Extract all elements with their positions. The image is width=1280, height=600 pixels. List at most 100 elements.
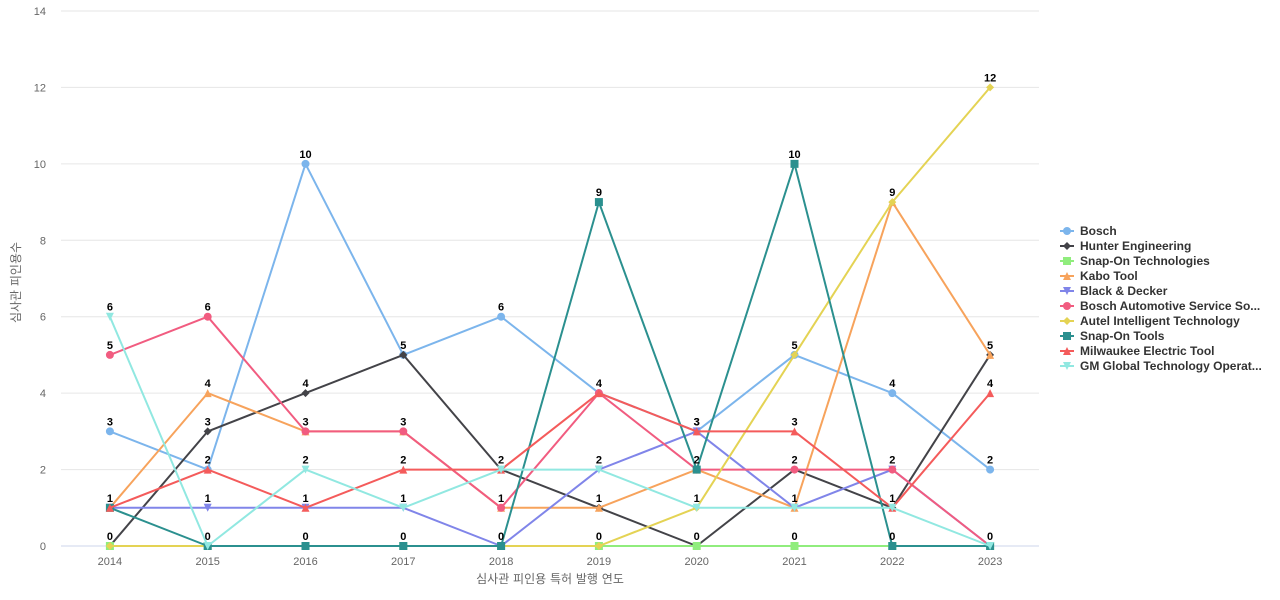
data-point bbox=[986, 389, 995, 398]
legend-label: Kabo Tool bbox=[1080, 269, 1138, 283]
series-line bbox=[108, 315, 992, 547]
data-label: 2 bbox=[889, 455, 895, 467]
legend-item-2: Hunter Engineering bbox=[1060, 239, 1191, 253]
y-tick-label: 14 bbox=[34, 6, 46, 18]
data-point bbox=[790, 159, 799, 168]
data-point bbox=[497, 312, 506, 321]
data-label: 0 bbox=[791, 531, 797, 543]
legend-swatch-marker bbox=[1063, 242, 1071, 250]
data-point bbox=[790, 465, 799, 474]
data-label: 3 bbox=[107, 416, 113, 428]
data-label: 2 bbox=[302, 455, 308, 467]
data-point bbox=[203, 503, 212, 512]
x-tick-label: 2022 bbox=[880, 556, 904, 568]
data-point bbox=[203, 542, 212, 550]
data-point bbox=[301, 389, 310, 398]
data-point bbox=[203, 427, 212, 436]
data-point bbox=[986, 350, 995, 359]
data-point bbox=[790, 542, 799, 550]
data-label: 3 bbox=[694, 416, 700, 428]
data-label: 3 bbox=[791, 416, 797, 428]
legend-item-10: GM Global Technology Operat... bbox=[1060, 359, 1262, 373]
data-label: 5 bbox=[791, 340, 797, 352]
data-label: 10 bbox=[299, 149, 311, 161]
legend-item-7: Autel Intelligent Technology bbox=[1060, 314, 1240, 328]
data-label: 10 bbox=[788, 149, 800, 161]
data-point bbox=[105, 312, 114, 321]
data-point bbox=[692, 465, 701, 474]
data-point bbox=[594, 198, 603, 207]
y-tick-label: 0 bbox=[40, 541, 46, 553]
x-tick-label: 2023 bbox=[978, 556, 1002, 568]
data-label: 2 bbox=[400, 455, 406, 467]
x-tick-label: 2021 bbox=[782, 556, 806, 568]
data-label: 0 bbox=[400, 531, 406, 543]
data-point bbox=[497, 503, 506, 512]
series-1 bbox=[105, 159, 995, 474]
legend-label: Bosch Automotive Service So... bbox=[1080, 299, 1260, 313]
data-label: 3 bbox=[694, 416, 700, 428]
data-point bbox=[399, 503, 408, 512]
data-label: 4 bbox=[596, 378, 603, 390]
series-line bbox=[108, 162, 992, 471]
legend-swatch-marker bbox=[1063, 287, 1071, 295]
legend-label: GM Global Technology Operat... bbox=[1080, 359, 1262, 373]
data-point bbox=[399, 465, 408, 474]
legend-label: Milwaukee Electric Tool bbox=[1080, 344, 1214, 358]
data-point bbox=[105, 542, 114, 550]
data-point bbox=[888, 465, 897, 474]
data-label: 5 bbox=[107, 340, 113, 352]
data-point bbox=[594, 465, 603, 474]
data-label: 0 bbox=[498, 531, 504, 543]
data-point bbox=[888, 542, 897, 550]
data-point bbox=[986, 83, 995, 92]
x-tick-label: 2020 bbox=[684, 556, 708, 568]
data-label: 1 bbox=[205, 493, 211, 505]
data-label: 0 bbox=[302, 531, 308, 543]
data-label: 2 bbox=[987, 455, 993, 467]
data-point bbox=[301, 542, 310, 550]
x-tick-label: 2019 bbox=[587, 556, 611, 568]
data-label: 1 bbox=[694, 493, 700, 505]
legend-item-4: Kabo Tool bbox=[1060, 269, 1138, 283]
data-point bbox=[203, 389, 212, 398]
y-tick-label: 10 bbox=[34, 159, 46, 171]
data-point bbox=[986, 542, 995, 550]
y-axis-title: 심사관 피인용수 bbox=[9, 242, 23, 323]
data-point bbox=[692, 503, 701, 512]
legend-swatch-marker bbox=[1063, 257, 1071, 265]
data-point bbox=[301, 427, 310, 436]
data-label: 0 bbox=[987, 531, 993, 543]
data-label: 5 bbox=[400, 340, 406, 352]
data-point bbox=[399, 542, 408, 550]
legend-swatch-marker bbox=[1063, 347, 1071, 355]
data-label: 0 bbox=[694, 531, 700, 543]
series-line bbox=[108, 162, 992, 547]
data-label: 12 bbox=[984, 72, 996, 84]
data-label: 1 bbox=[498, 493, 504, 505]
legend-item-3: Snap-On Technologies bbox=[1060, 254, 1210, 268]
data-point bbox=[888, 503, 897, 512]
legend-item-1: Bosch bbox=[1060, 224, 1117, 238]
legend-swatch-marker bbox=[1063, 227, 1071, 235]
data-label: 1 bbox=[791, 493, 797, 505]
x-tick-label: 2016 bbox=[293, 556, 317, 568]
series-line bbox=[108, 392, 992, 509]
data-point bbox=[105, 427, 114, 436]
legend-label: Black & Decker bbox=[1080, 284, 1168, 298]
y-tick-label: 8 bbox=[40, 235, 46, 247]
legend-item-8: Snap-On Tools bbox=[1060, 329, 1165, 343]
x-tick-label: 2014 bbox=[98, 556, 122, 568]
data-point bbox=[790, 350, 799, 359]
legend-swatch-marker bbox=[1063, 302, 1071, 310]
data-point bbox=[888, 198, 897, 207]
legend-swatch-marker bbox=[1063, 272, 1071, 280]
series-10 bbox=[105, 312, 995, 550]
x-tick-label: 2015 bbox=[195, 556, 219, 568]
data-label: 6 bbox=[205, 302, 211, 314]
legend-label: Autel Intelligent Technology bbox=[1080, 314, 1240, 328]
data-label: 4 bbox=[987, 378, 994, 390]
